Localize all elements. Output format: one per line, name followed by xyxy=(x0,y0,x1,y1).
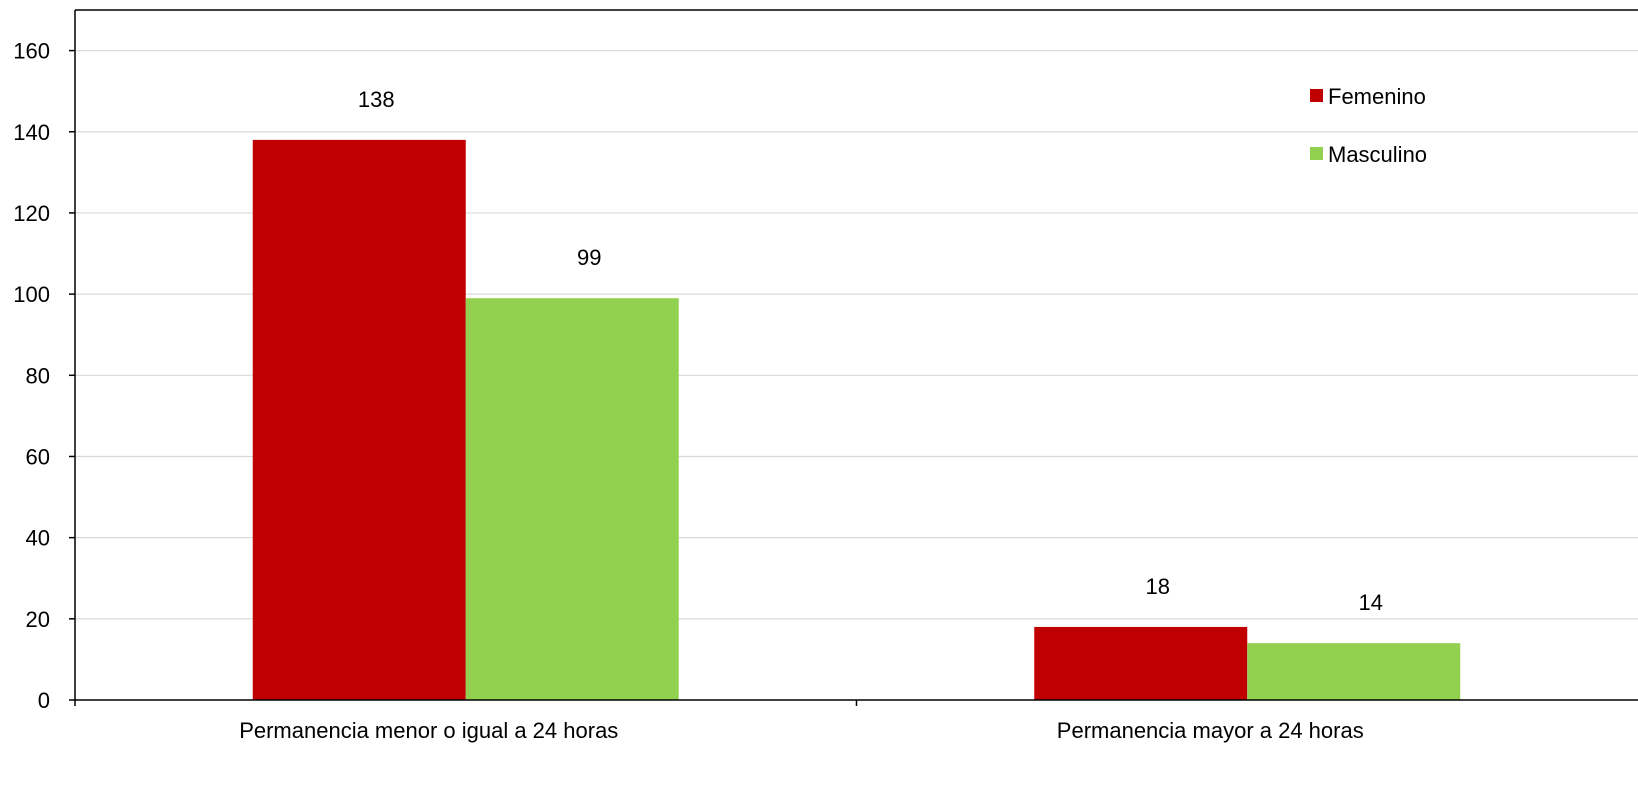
y-tick-label: 20 xyxy=(26,607,50,632)
legend-label: Masculino xyxy=(1328,142,1427,167)
legend-label: Femenino xyxy=(1328,84,1426,109)
bar-femenino-0 xyxy=(253,140,466,700)
data-label: 138 xyxy=(358,87,395,112)
y-tick-label: 160 xyxy=(13,39,50,64)
legend-item-femenino: Femenino xyxy=(1310,84,1426,109)
legend-swatch xyxy=(1310,147,1323,160)
x-axis-ticks: Permanencia menor o igual a 24 horas Perm… xyxy=(75,700,1364,743)
x-tick-label: Permanencia menor o igual a 24 horas xyxy=(239,718,618,743)
legend-swatch xyxy=(1310,89,1323,102)
bar-femenino-1 xyxy=(1034,627,1247,700)
y-axis-ticks: 0 20 40 60 80 100 120 140 160 xyxy=(13,39,75,713)
data-label: 14 xyxy=(1359,590,1383,615)
data-label: 99 xyxy=(577,245,601,270)
y-tick-label: 40 xyxy=(26,526,50,551)
y-tick-label: 0 xyxy=(38,688,50,713)
legend-item-masculino: Masculino xyxy=(1310,142,1427,167)
y-tick-label: 80 xyxy=(26,363,50,388)
y-tick-label: 100 xyxy=(13,282,50,307)
y-tick-label: 60 xyxy=(26,444,50,469)
data-label: 18 xyxy=(1146,574,1170,599)
y-tick-label: 120 xyxy=(13,201,50,226)
y-tick-label: 140 xyxy=(13,120,50,145)
bar-masculino-0 xyxy=(466,298,679,700)
bar-masculino-1 xyxy=(1247,643,1460,700)
x-tick-label: Permanencia mayor a 24 horas xyxy=(1057,718,1364,743)
